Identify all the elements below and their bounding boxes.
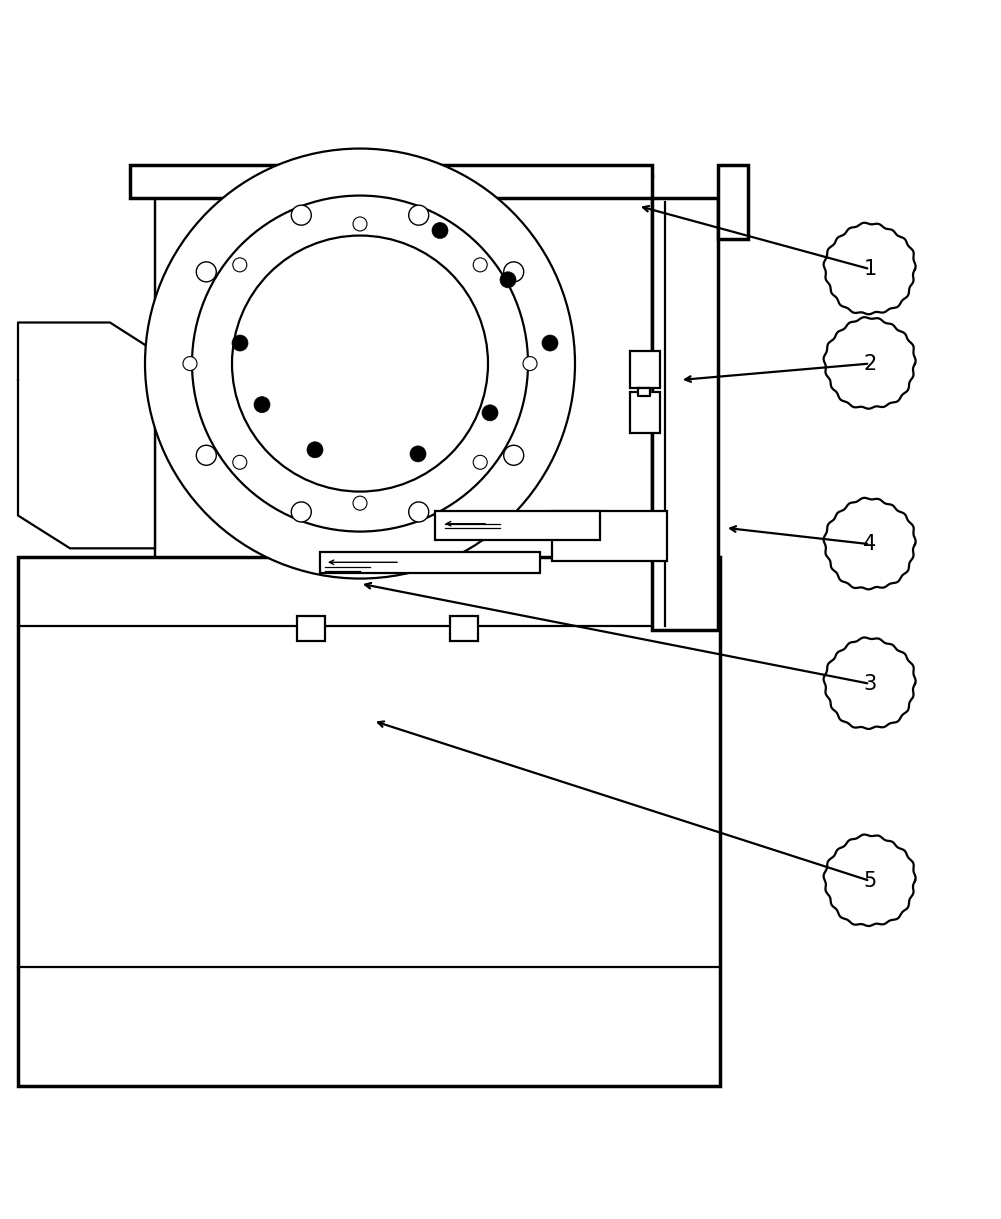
Circle shape — [192, 195, 528, 531]
Circle shape — [432, 223, 448, 239]
Circle shape — [482, 405, 498, 421]
Text: 2: 2 — [864, 354, 877, 373]
Bar — [155, 177, 652, 557]
Circle shape — [233, 258, 247, 272]
Circle shape — [232, 335, 248, 351]
Circle shape — [291, 502, 311, 522]
Circle shape — [504, 445, 524, 466]
Bar — [718, 165, 748, 239]
Circle shape — [542, 335, 558, 351]
Polygon shape — [824, 835, 916, 926]
Polygon shape — [824, 223, 916, 315]
Text: 4: 4 — [864, 534, 877, 555]
Circle shape — [183, 357, 197, 371]
Circle shape — [410, 446, 426, 462]
Circle shape — [523, 357, 537, 371]
Circle shape — [353, 496, 367, 511]
Text: 5: 5 — [864, 870, 877, 891]
Circle shape — [307, 441, 323, 458]
Bar — [130, 165, 652, 197]
Bar — [18, 557, 720, 1086]
Circle shape — [504, 262, 524, 282]
Circle shape — [500, 272, 516, 288]
Bar — [630, 393, 660, 434]
Polygon shape — [18, 323, 155, 549]
Circle shape — [196, 262, 216, 282]
Bar — [630, 351, 660, 388]
Bar — [297, 617, 325, 641]
Polygon shape — [824, 497, 916, 589]
Text: 1: 1 — [864, 260, 877, 279]
Circle shape — [196, 445, 216, 466]
Bar — [652, 197, 718, 630]
Circle shape — [473, 455, 487, 469]
Circle shape — [291, 205, 311, 226]
Bar — [320, 552, 540, 573]
Circle shape — [408, 502, 428, 522]
Text: 3: 3 — [864, 674, 877, 694]
Circle shape — [254, 396, 270, 412]
Circle shape — [473, 258, 487, 272]
Polygon shape — [824, 317, 916, 408]
Circle shape — [353, 217, 367, 230]
Circle shape — [232, 235, 488, 491]
Polygon shape — [638, 388, 650, 396]
Circle shape — [233, 455, 247, 469]
Bar — [435, 512, 600, 540]
Bar — [552, 512, 667, 561]
Circle shape — [408, 205, 428, 226]
Bar — [450, 617, 478, 641]
Polygon shape — [824, 638, 916, 729]
Circle shape — [145, 149, 575, 579]
